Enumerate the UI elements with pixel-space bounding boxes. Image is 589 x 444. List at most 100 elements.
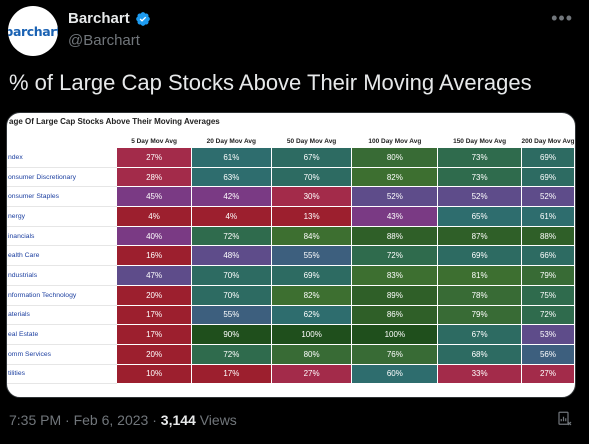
heat-cell: 62% xyxy=(270,304,353,326)
table-corner-header xyxy=(7,135,117,148)
column-header: 5 Day Mov Avg xyxy=(131,137,177,145)
heat-cell: 45% xyxy=(116,186,192,208)
column-header: 20 Day Mov Avg xyxy=(206,137,257,145)
views-label: Views xyxy=(199,412,237,428)
heat-cell: 30% xyxy=(270,186,353,208)
profile-avatar[interactable]: barchart xyxy=(8,6,58,56)
heat-cell: 63% xyxy=(190,166,272,188)
heat-cell: 88% xyxy=(351,225,439,247)
heat-cell: 69% xyxy=(520,147,575,168)
heat-cell: 73% xyxy=(437,147,522,168)
heat-cell: 55% xyxy=(190,304,272,326)
heat-cell: 53% xyxy=(520,324,575,345)
verified-badge-icon xyxy=(135,11,150,26)
heat-cell: 17% xyxy=(190,363,272,385)
heat-cell: 86% xyxy=(351,304,439,326)
sector-label: onsumer Staples xyxy=(7,186,117,208)
heat-cell: 67% xyxy=(270,147,353,168)
column-header: 150 Day Mov Avg xyxy=(453,137,507,145)
sector-label: omm Services xyxy=(7,344,117,365)
heat-cell: 61% xyxy=(190,147,272,168)
heat-cell: 28% xyxy=(116,166,192,188)
heat-cell: 73% xyxy=(437,166,522,188)
heat-cell: 27% xyxy=(270,363,353,385)
table-row: tilities 10% 17% 27% 60% 33% 27% xyxy=(7,363,575,385)
sector-label: inancials xyxy=(7,226,117,247)
heat-cell: 100% xyxy=(270,324,353,345)
heat-cell: 17% xyxy=(116,304,192,326)
heat-cell: 4% xyxy=(190,206,272,227)
heat-cell: 4% xyxy=(116,206,192,227)
sector-label: nergy xyxy=(7,206,117,227)
heat-cell: 81% xyxy=(437,265,522,286)
heat-cell: 66% xyxy=(520,245,575,267)
heat-cell: 67% xyxy=(437,324,522,345)
sector-label: eal Estate xyxy=(7,324,117,345)
column-header: 100 Day Mov Avg xyxy=(368,137,422,145)
heat-cell: 87% xyxy=(437,225,522,247)
tweet-date[interactable]: Feb 6, 2023 xyxy=(73,412,149,428)
heat-cell: 84% xyxy=(270,225,353,247)
table-title: age Of Large Cap Stocks Above Their Movi… xyxy=(9,117,220,126)
sector-label: aterials xyxy=(7,305,117,326)
heat-cell: 27% xyxy=(520,363,575,385)
tweet-media-image[interactable]: age Of Large Cap Stocks Above Their Movi… xyxy=(6,112,576,398)
table-row: nformation Technology 20% 70% 82% 89% 78% 75% xyxy=(7,284,575,306)
footer-separator: · xyxy=(152,412,157,428)
heat-cell: 69% xyxy=(520,166,575,188)
table-header-row: 5 Day Mov Avg 20 Day Mov Avg 50 Day Mov Av… xyxy=(7,135,575,148)
heat-cell: 82% xyxy=(351,166,439,188)
heat-cell: 70% xyxy=(190,284,272,306)
heat-cell: 43% xyxy=(351,206,439,227)
heat-cell: 83% xyxy=(351,265,439,286)
heat-cell: 88% xyxy=(520,225,575,247)
sector-label: ndustrials xyxy=(7,265,117,286)
heat-cell: 68% xyxy=(437,343,522,365)
heat-cell: 60% xyxy=(351,363,439,385)
table-row: eal Estate 17% 90% 100% 100% 67% 53% xyxy=(7,324,575,345)
heat-cell: 10% xyxy=(116,363,192,385)
heat-cell: 20% xyxy=(116,284,192,306)
heat-cell: 69% xyxy=(437,245,522,267)
heat-cell: 70% xyxy=(190,265,272,286)
heat-cell: 40% xyxy=(116,225,192,247)
heat-cell: 27% xyxy=(116,147,192,168)
sector-label: nformation Technology xyxy=(7,285,117,306)
avatar-logo-text: barchart xyxy=(8,23,58,39)
heat-cell: 16% xyxy=(116,245,192,267)
heat-cell: 82% xyxy=(270,284,353,306)
heat-cell: 89% xyxy=(351,284,439,306)
sector-label: onsumer Discretionary xyxy=(7,167,117,188)
heat-cell: 75% xyxy=(520,284,575,306)
heat-cell: 52% xyxy=(520,186,575,208)
tweet-text: % of Large Cap Stocks Above Their Moving… xyxy=(9,70,532,95)
table-row: ndustrials 47% 70% 69% 83% 81% 79% xyxy=(7,265,575,286)
heat-cell: 90% xyxy=(190,324,272,345)
tweet-time[interactable]: 7:35 PM xyxy=(9,412,62,428)
table-row: ndex 27% 61% 67% 80% 73% 69% xyxy=(7,147,575,168)
heat-cell: 52% xyxy=(437,186,522,208)
author-name-row: Barchart xyxy=(68,10,151,27)
table-row: ealth Care 16% 48% 55% 72% 69% 66% xyxy=(7,245,575,267)
heat-cell: 79% xyxy=(437,304,522,326)
author-handle[interactable]: @Barchart xyxy=(68,32,140,49)
display-name[interactable]: Barchart xyxy=(68,10,130,27)
heat-cell: 72% xyxy=(520,304,575,326)
footer-separator: · xyxy=(65,412,70,428)
table-row: onsumer Staples 45% 42% 30% 52% 52% 52% xyxy=(7,186,575,208)
heat-cell: 56% xyxy=(520,343,575,365)
heat-cell: 76% xyxy=(351,343,439,365)
views-count: 3,144 xyxy=(160,412,196,428)
heat-cell: 65% xyxy=(437,206,522,227)
heat-cell: 100% xyxy=(351,324,439,345)
heat-cell: 48% xyxy=(190,245,272,267)
more-options-icon[interactable]: ••• xyxy=(551,8,573,28)
sector-label: ndex xyxy=(7,147,117,168)
sector-label: tilities xyxy=(7,364,117,385)
analytics-icon[interactable] xyxy=(556,410,574,428)
heat-cell: 80% xyxy=(351,147,439,168)
heat-cell: 72% xyxy=(351,245,439,267)
table-row: inancials 40% 72% 84% 88% 87% 88% xyxy=(7,225,575,247)
table-row: aterials 17% 55% 62% 86% 79% 72% xyxy=(7,304,575,326)
heat-cell: 52% xyxy=(351,186,439,208)
